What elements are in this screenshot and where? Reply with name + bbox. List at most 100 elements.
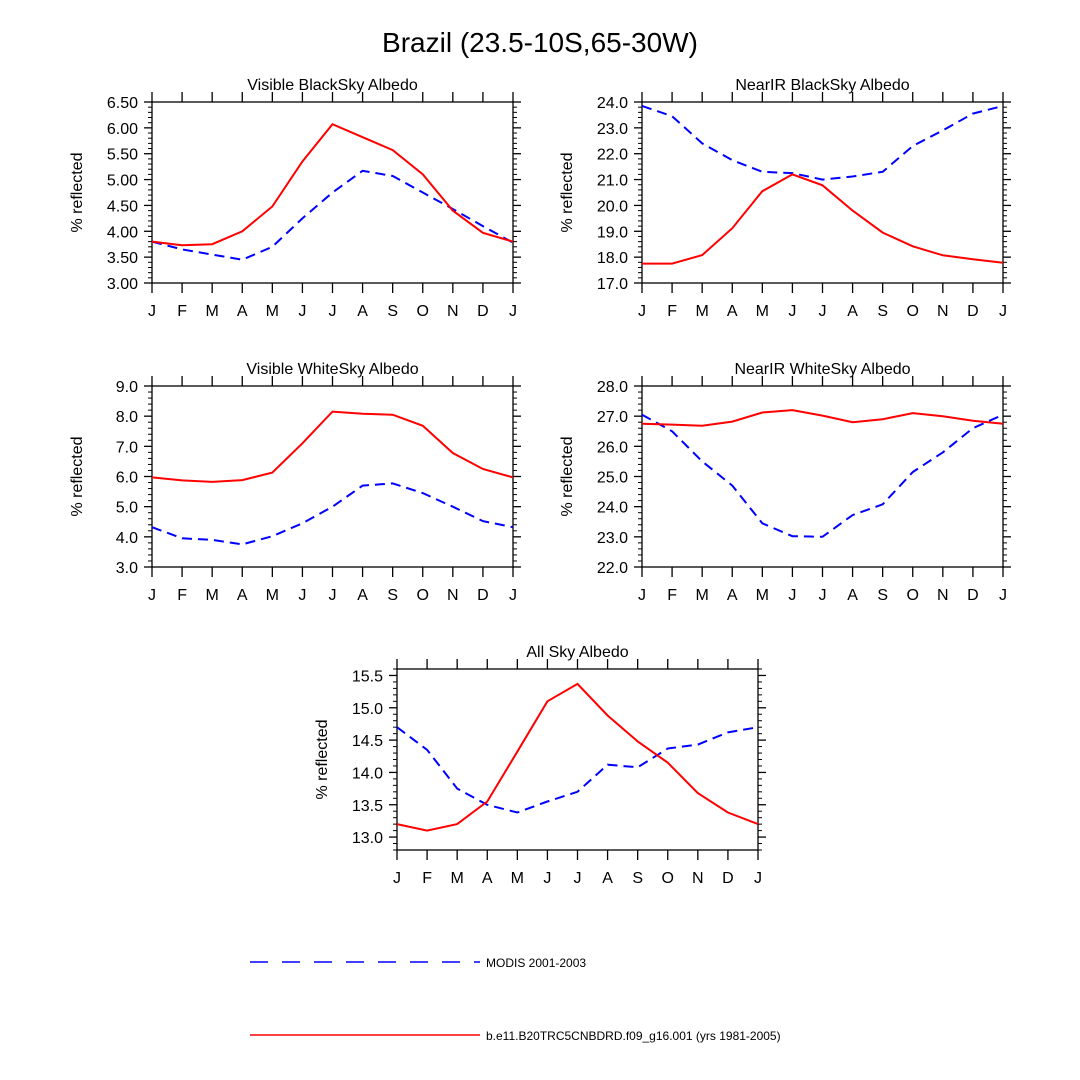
y-tick-label: 22.0: [597, 560, 628, 577]
x-tick-label: J: [509, 303, 517, 320]
x-tick-label: J: [638, 303, 646, 320]
legend: MODIS 2001-2003 b.e11.B20TRC5CNBDRD.f09_g…: [250, 956, 781, 1043]
chart-panel-1: Visible BlackSky Albedo % reflected J F M A M J…: [69, 77, 521, 320]
plot-frame: [151, 101, 514, 284]
x-tick-label: D: [967, 587, 979, 604]
series-line-modis: [151, 169, 514, 261]
y-tick-label: 23.0: [597, 121, 628, 138]
y-tick-label: 3.00: [107, 276, 138, 293]
x-tick-label: J: [393, 870, 401, 887]
series-line-modis: [641, 413, 1004, 538]
y-tick-label: 24.0: [597, 500, 628, 517]
chart-panel-2: NearIR BlackSky Albedo % reflected J F M A M J J…: [559, 77, 1011, 320]
x-tick-label: D: [967, 303, 979, 320]
legend-label-2: b.e11.B20TRC5CNBDRD.f09_g16.001 (yrs 198…: [486, 1029, 781, 1043]
x-tick-label: M: [511, 870, 524, 887]
y-tick-label: 8.0: [116, 409, 138, 426]
x-tick-label: J: [999, 303, 1007, 320]
y-tick-label: 5.0: [116, 500, 138, 517]
x-tick-label: M: [206, 587, 219, 604]
x-tick-label: A: [357, 303, 368, 320]
y-tick-label: 28.0: [597, 379, 628, 396]
series-line-model: [151, 122, 514, 247]
x-tick-label: J: [999, 587, 1007, 604]
y-axis-label: % reflected: [559, 152, 576, 232]
y-tick-label: 5.00: [107, 173, 138, 190]
y-tick-label: 19.0: [597, 224, 628, 241]
y-axis-label: % reflected: [314, 719, 331, 799]
y-tick-label: 4.0: [116, 530, 138, 547]
plot-frame: [396, 668, 759, 851]
panel-title: All Sky Albedo: [526, 644, 628, 661]
y-tick-label: 15.0: [352, 701, 383, 718]
y-tick-label: 14.0: [352, 765, 383, 782]
y-tick-label: 23.0: [597, 530, 628, 547]
x-tick-label: J: [638, 587, 646, 604]
y-tick-label: 4.00: [107, 224, 138, 241]
series-line-model: [396, 682, 759, 832]
x-tick-label: A: [602, 870, 613, 887]
y-tick-label: 9.0: [116, 379, 138, 396]
x-tick-label: S: [632, 870, 643, 887]
y-tick-label: 24.0: [597, 95, 628, 112]
x-tick-label: F: [422, 870, 432, 887]
y-tick-label: 25.0: [597, 470, 628, 487]
x-tick-label: O: [662, 870, 674, 887]
x-tick-label: F: [667, 587, 677, 604]
x-tick-label: F: [177, 587, 187, 604]
series-line-modis: [396, 726, 759, 814]
panel-title: NearIR WhiteSky Albedo: [734, 361, 910, 378]
y-tick-label: 13.5: [352, 798, 383, 815]
x-tick-label: A: [357, 587, 368, 604]
x-tick-label: F: [177, 303, 187, 320]
panel-title: NearIR BlackSky Albedo: [735, 77, 909, 94]
series-line-model: [151, 410, 514, 483]
x-tick-label: M: [756, 303, 769, 320]
x-tick-label: A: [847, 303, 858, 320]
y-tick-label: 5.50: [107, 147, 138, 164]
x-tick-label: A: [727, 303, 738, 320]
chart-panel-3: Visible WhiteSky Albedo % reflected J F M A M J…: [69, 361, 521, 604]
x-tick-label: M: [206, 303, 219, 320]
y-tick-label: 20.0: [597, 198, 628, 215]
x-tick-label: J: [148, 303, 156, 320]
y-tick-label: 26.0: [597, 439, 628, 456]
y-tick-label: 6.00: [107, 121, 138, 138]
x-tick-label: A: [482, 870, 493, 887]
plot-frame: [641, 385, 1004, 568]
y-tick-label: 27.0: [597, 409, 628, 426]
y-tick-label: 3.0: [116, 560, 138, 577]
x-tick-label: M: [756, 587, 769, 604]
y-tick-label: 14.5: [352, 733, 383, 750]
y-axis-label: % reflected: [69, 436, 86, 516]
x-tick-label: J: [788, 587, 796, 604]
y-tick-label: 22.0: [597, 147, 628, 164]
x-tick-label: N: [937, 587, 949, 604]
x-tick-label: N: [937, 303, 949, 320]
x-tick-label: D: [477, 587, 489, 604]
x-tick-label: M: [696, 303, 709, 320]
x-tick-label: J: [509, 587, 517, 604]
x-tick-label: M: [266, 303, 279, 320]
legend-label-1: MODIS 2001-2003: [486, 956, 586, 970]
x-tick-label: D: [722, 870, 734, 887]
x-tick-label: S: [387, 303, 398, 320]
y-tick-label: 13.0: [352, 830, 383, 847]
series-line-model: [642, 173, 1004, 265]
series-line-modis: [641, 104, 1004, 181]
x-tick-label: S: [877, 587, 888, 604]
y-tick-label: 4.50: [107, 198, 138, 215]
x-tick-label: J: [819, 587, 827, 604]
figure-title: Brazil (23.5-10S,65-30W): [382, 27, 698, 58]
chart-panels: Visible BlackSky Albedo % reflected J F M A M J…: [69, 77, 1011, 887]
x-tick-label: M: [451, 870, 464, 887]
x-tick-label: N: [447, 303, 459, 320]
chart-panel-4: NearIR WhiteSky Albedo % reflected J F M A M J J…: [559, 361, 1011, 604]
x-tick-label: A: [847, 587, 858, 604]
x-tick-label: N: [692, 870, 704, 887]
y-tick-label: 6.0: [116, 470, 138, 487]
y-tick-label: 6.50: [107, 95, 138, 112]
y-tick-label: 21.0: [597, 173, 628, 190]
panel-title: Visible BlackSky Albedo: [247, 77, 418, 94]
